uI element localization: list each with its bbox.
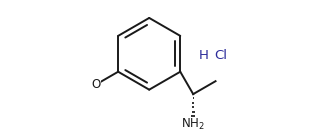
- Text: Cl: Cl: [215, 49, 228, 62]
- Text: O: O: [91, 78, 100, 91]
- Text: H: H: [199, 49, 209, 62]
- Text: NH$_2$: NH$_2$: [181, 117, 205, 132]
